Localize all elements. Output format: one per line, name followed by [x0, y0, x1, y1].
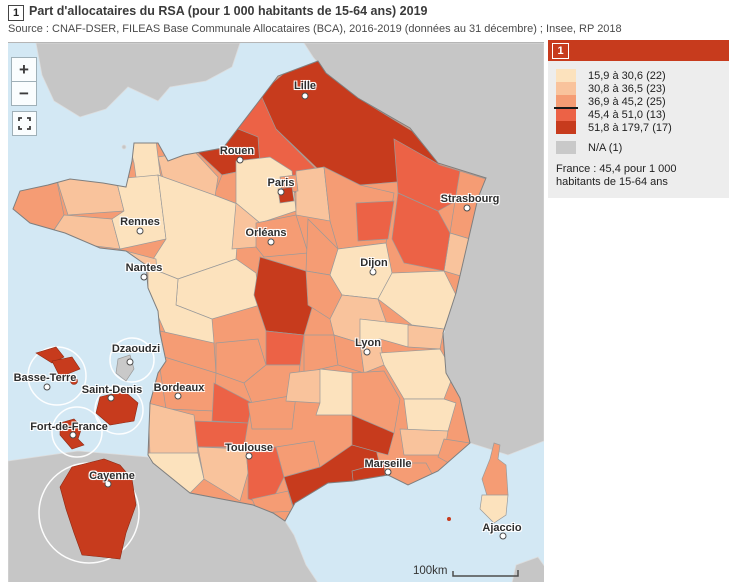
inset-circle-reunion	[94, 385, 144, 435]
legend-classes: 15,9 à 30,6 (22) 30,8 à 36,5 (23) 36,9 à 4…	[554, 69, 721, 134]
sardinia-landmass	[511, 556, 544, 582]
france-note: France : 45,4 pour 1 000 habitants de 15…	[556, 163, 721, 189]
overseas-territories	[27, 337, 155, 564]
class-swatch	[556, 121, 576, 134]
france-note-line1: France : 45,4 pour 1 000	[556, 163, 677, 175]
legend-body: 15,9 à 30,6 (22) 30,8 à 36,5 (23) 36,9 à 4…	[548, 61, 729, 198]
inset-circle-guadeloupe	[27, 346, 87, 406]
legend-class-row: 36,9 à 45,2 (25)	[556, 95, 721, 108]
figure-number-box: 1	[8, 5, 24, 21]
legend: 1 15,9 à 30,6 (22) 30,8 à 36,5 (23) 36,9 à…	[548, 40, 729, 198]
class-label: 15,9 à 30,6 (22)	[588, 69, 666, 82]
legend-class-row: 45,4 à 51,0 (13)	[556, 108, 721, 121]
na-swatch	[556, 141, 576, 154]
zoom-controls: + −	[11, 57, 37, 106]
inset-circle-martinique	[51, 406, 103, 458]
class-swatch	[556, 95, 576, 108]
france-note-line2: habitants de 15-64 ans	[556, 176, 668, 188]
legend-number: 1	[552, 42, 569, 59]
class-swatch	[556, 82, 576, 95]
france-outline	[12, 60, 487, 522]
class-swatch	[556, 69, 576, 82]
fullscreen-icon	[18, 117, 31, 130]
average-divider	[554, 107, 578, 109]
scale-bar-label: 100km	[413, 565, 448, 577]
france-map-svg	[8, 43, 544, 582]
zoom-out-button[interactable]: −	[12, 81, 36, 105]
guyane-shape	[59, 458, 137, 560]
inset-circle-mayotte	[109, 337, 155, 383]
guadeloupe-shape	[35, 346, 65, 364]
page-title: Part d'allocataires du RSA (pour 1 000 h…	[29, 4, 428, 18]
corsica	[479, 442, 509, 524]
scale-bar-line	[451, 570, 519, 577]
class-label: 36,9 à 45,2 (25)	[588, 95, 666, 108]
class-label: 30,8 à 36,5 (23)	[588, 82, 666, 95]
source-line: Source : CNAF-DSER, FILEAS Base Communal…	[8, 23, 622, 35]
class-label: 45,4 à 51,0 (13)	[588, 108, 666, 121]
legend-header: 1	[548, 40, 729, 61]
zoom-in-button[interactable]: +	[19, 60, 29, 79]
fullscreen-button[interactable]	[12, 111, 37, 136]
na-label: N/A (1)	[588, 141, 623, 154]
legend-class-row: 15,9 à 30,6 (22)	[556, 69, 721, 82]
map-viewport[interactable]: Lille Rouen Paris Strasbourg Rennes Orléans Na…	[8, 42, 544, 582]
island-dot	[447, 517, 451, 521]
class-label: 51,8 à 179,7 (17)	[588, 121, 672, 134]
reunion-shape	[95, 390, 139, 426]
class-swatch	[556, 108, 576, 121]
uk-landmass	[35, 43, 241, 118]
legend-class-row: 51,8 à 179,7 (17)	[556, 121, 721, 134]
scale-bar: 100km	[413, 564, 520, 578]
legend-class-row: 30,8 à 36,5 (23)	[556, 82, 721, 95]
legend-na-row: N/A (1)	[556, 141, 721, 154]
